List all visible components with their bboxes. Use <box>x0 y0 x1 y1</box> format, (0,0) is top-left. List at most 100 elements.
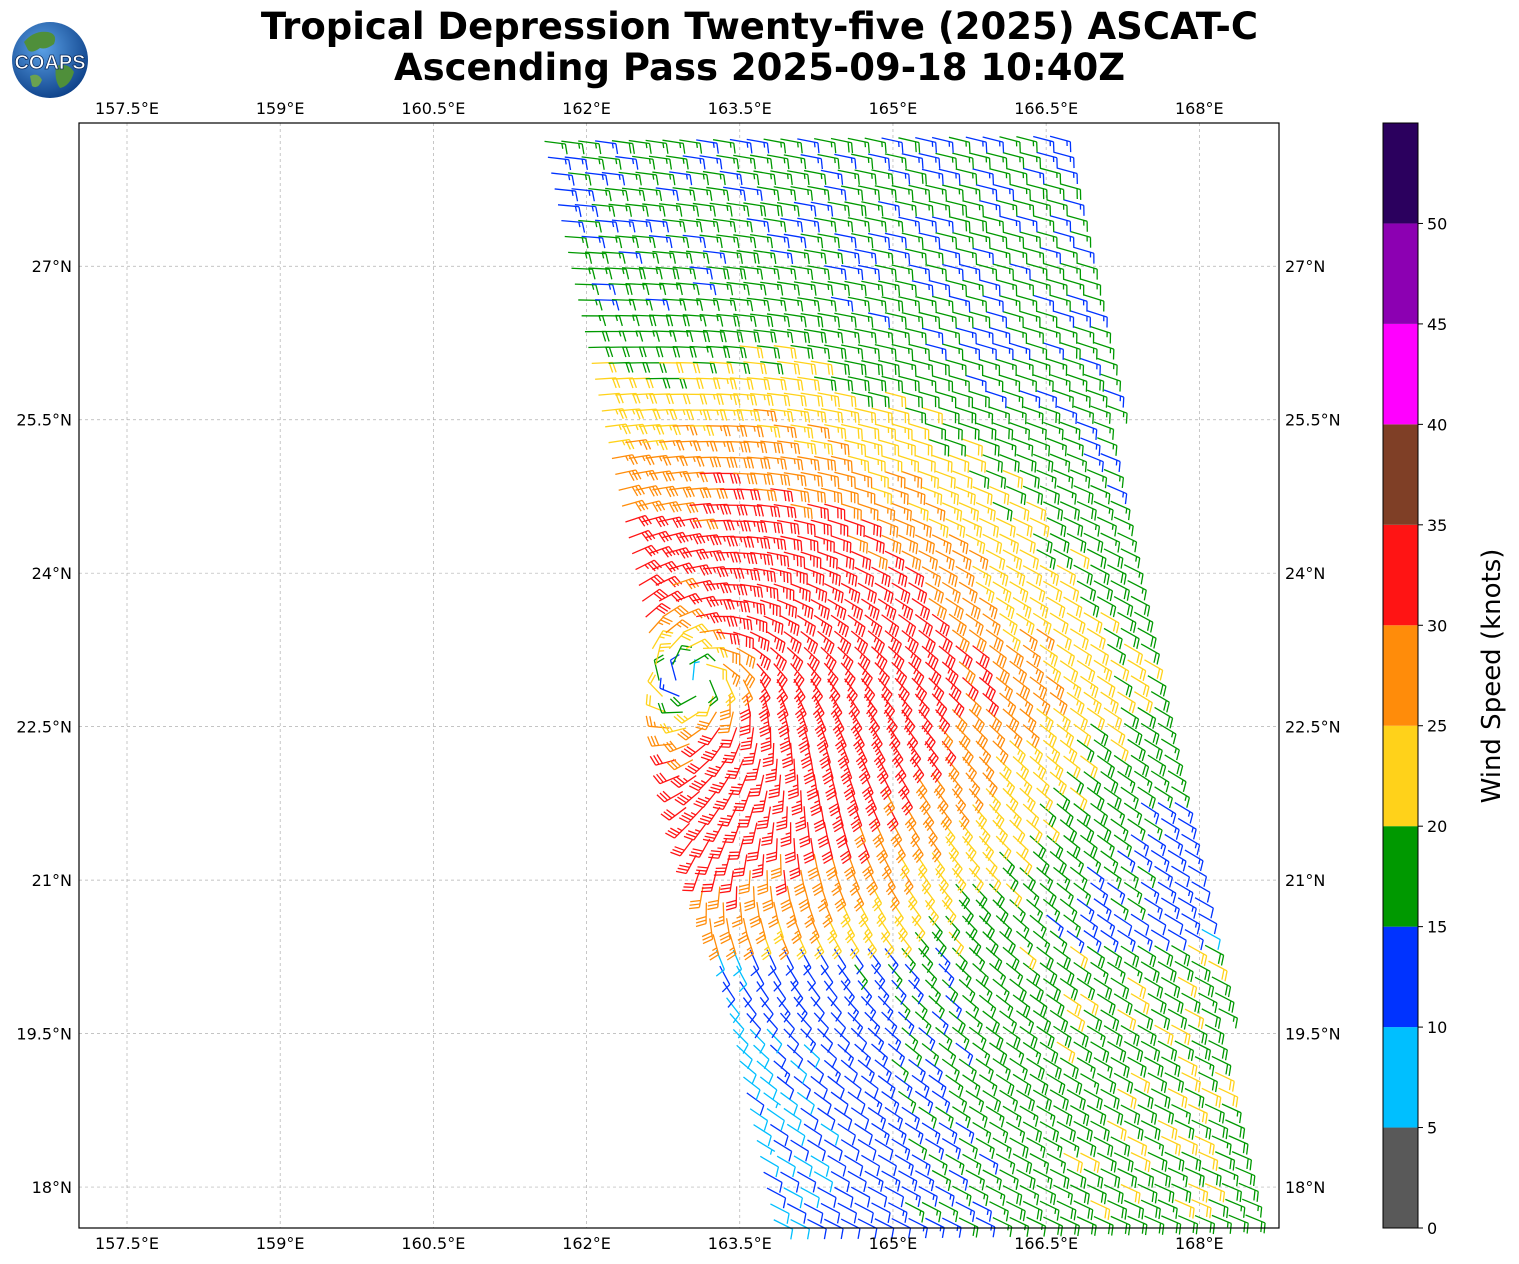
barb-half-feather <box>852 719 858 724</box>
wind-barb <box>1164 833 1184 856</box>
barb-feather <box>1182 861 1187 872</box>
barb-staff <box>756 981 770 1000</box>
barb-feather <box>1107 765 1113 776</box>
wind-barb <box>897 773 910 800</box>
barb-half-feather <box>989 782 993 788</box>
barb-feather <box>822 622 827 634</box>
wind-barb <box>652 772 680 785</box>
wind-barb <box>737 917 749 945</box>
barb-half-feather <box>1003 766 1007 772</box>
wind-barb <box>1096 834 1115 858</box>
barb-feather <box>1057 1224 1060 1235</box>
barb-staff <box>931 1169 951 1182</box>
wind-barb <box>1181 913 1201 935</box>
wind-barb <box>1066 771 1085 795</box>
wind-barb <box>739 695 752 722</box>
wind-barb <box>995 1153 1016 1175</box>
wind-barb <box>965 1169 985 1191</box>
barb-feather <box>1139 654 1144 665</box>
barb-feather <box>776 823 787 828</box>
barb-feather <box>992 1021 998 1032</box>
wind-barb <box>647 671 663 697</box>
barb-half-feather <box>1133 876 1137 882</box>
barb-feather <box>933 673 939 684</box>
barb-feather <box>1002 671 1008 683</box>
barb-half-feather <box>898 685 903 691</box>
barb-feather <box>945 751 952 762</box>
wind-barb <box>1069 628 1089 651</box>
wind-barb <box>717 806 738 827</box>
barb-feather <box>965 977 972 988</box>
wind-barb <box>999 1089 1019 1112</box>
barb-feather <box>1089 752 1095 763</box>
wind-barb <box>1184 1008 1205 1030</box>
barb-half-feather <box>1049 652 1053 658</box>
wind-barb <box>1016 1010 1035 1034</box>
wind-barb <box>1160 897 1180 920</box>
barb-staff <box>925 1138 944 1151</box>
barb-feather <box>1195 1223 1199 1235</box>
barb-feather <box>1229 1223 1232 1234</box>
wind-barb <box>719 647 741 666</box>
wind-barb <box>995 835 1012 861</box>
barb-feather <box>846 802 857 810</box>
wind-barb <box>982 851 998 877</box>
barb-feather <box>779 730 790 738</box>
barb-feather <box>1170 970 1174 981</box>
barb-feather <box>740 743 752 747</box>
barb-half-feather <box>1012 1099 1016 1105</box>
barb-half-feather <box>820 898 826 903</box>
barb-staff <box>1137 1104 1157 1115</box>
barb-feather <box>930 657 936 668</box>
barb-feather <box>765 775 776 780</box>
barb-feather <box>719 934 730 941</box>
wind-barb <box>1110 818 1129 842</box>
barb-feather <box>962 654 968 665</box>
barb-feather <box>1172 813 1177 825</box>
wind-barb <box>1107 1120 1127 1142</box>
barb-half-feather <box>982 1115 985 1121</box>
barb-staff <box>1164 913 1184 926</box>
barb-feather <box>859 656 866 667</box>
barb-half-feather <box>1212 1001 1215 1007</box>
barb-feather <box>1037 833 1043 844</box>
barb-feather <box>806 787 817 794</box>
barb-feather <box>849 884 859 893</box>
barb-feather <box>679 621 689 629</box>
barb-half-feather <box>767 832 773 835</box>
barb-feather <box>697 740 708 746</box>
wind-barb <box>860 995 877 1022</box>
wind-barb <box>938 963 955 989</box>
barb-feather <box>1033 1038 1038 1049</box>
barb-feather <box>871 737 880 747</box>
barb-feather <box>780 902 791 909</box>
barb-feather <box>825 624 830 636</box>
barb-half-feather <box>1002 1130 1006 1137</box>
barb-feather <box>1103 815 1109 826</box>
barb-feather <box>702 883 714 886</box>
wind-barb <box>849 869 860 896</box>
barb-feather <box>1212 1144 1215 1156</box>
barb-staff <box>763 1171 783 1183</box>
wind-barb <box>1187 865 1208 887</box>
barb-feather <box>793 1043 800 1054</box>
barb-feather <box>1081 637 1086 649</box>
barb-feather <box>979 737 986 747</box>
barb-feather <box>1026 865 1033 876</box>
barb-feather <box>1053 670 1059 681</box>
wind-barb <box>794 694 807 722</box>
barb-feather <box>1056 1210 1060 1221</box>
barb-feather <box>1117 957 1123 969</box>
barb-feather <box>795 826 806 832</box>
barb-feather <box>780 952 789 961</box>
wind-barb <box>1150 1167 1171 1188</box>
barb-feather <box>944 821 952 831</box>
barb-feather <box>1159 764 1164 775</box>
barb-feather <box>915 784 924 794</box>
wind-barb <box>1009 1137 1029 1159</box>
barb-staff <box>1117 691 1136 704</box>
barb-half-feather <box>962 1178 966 1184</box>
barb-feather <box>1030 815 1037 826</box>
barb-feather <box>922 816 931 826</box>
wind-barb <box>864 1091 883 1115</box>
